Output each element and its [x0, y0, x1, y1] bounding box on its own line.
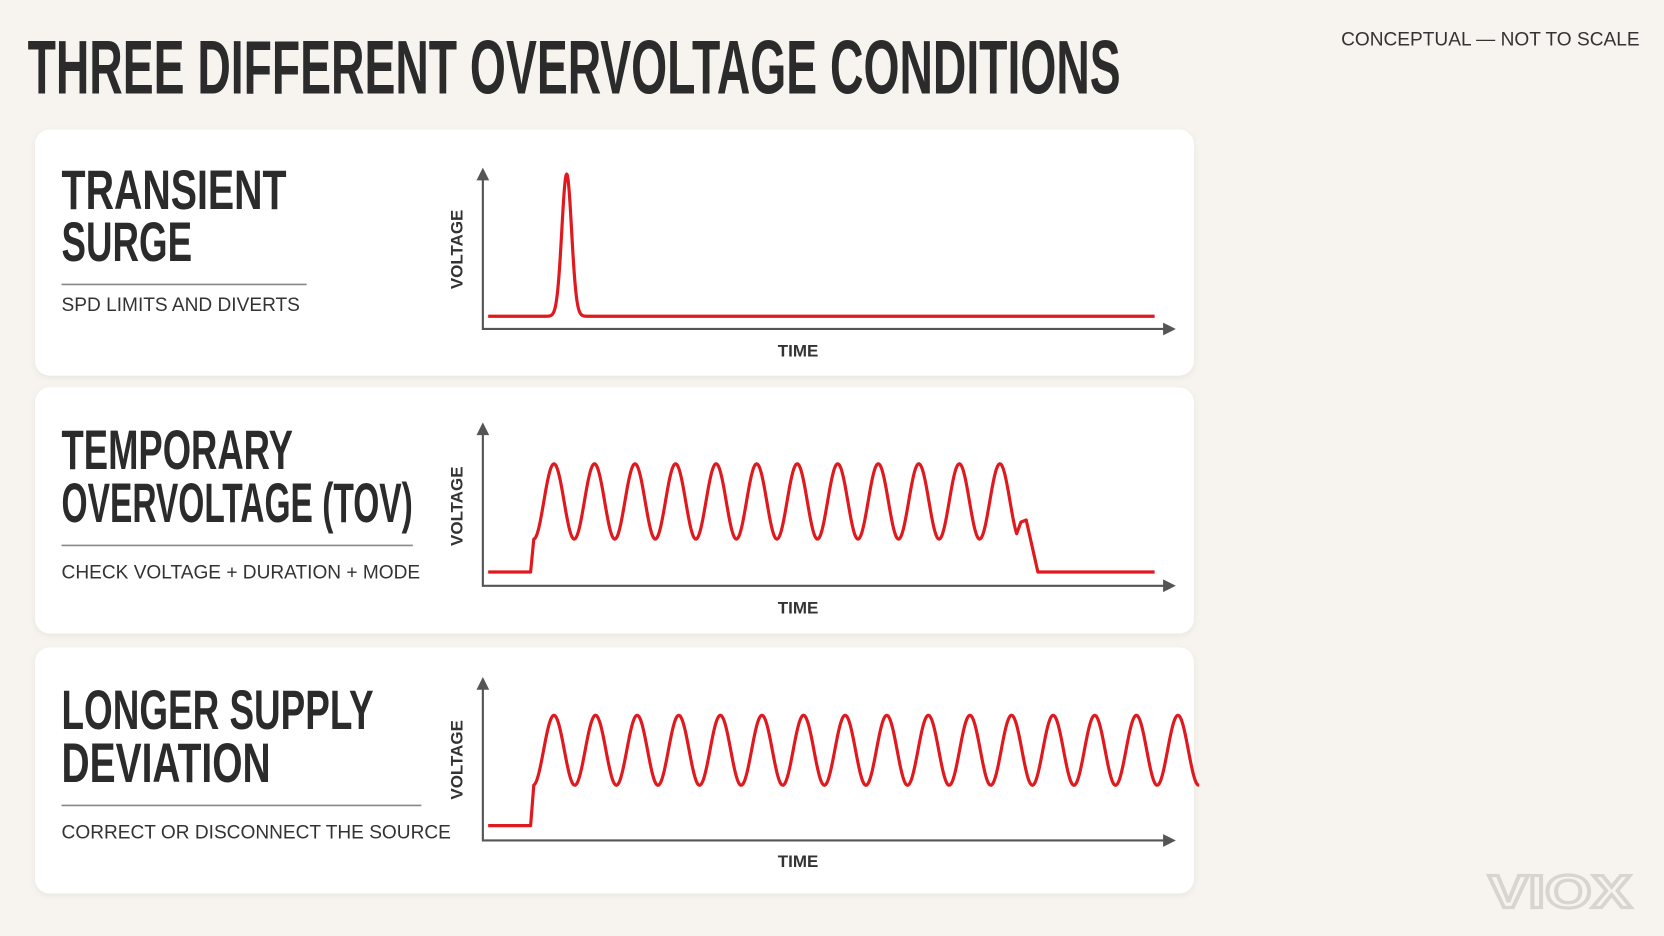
panel-card: [35, 647, 1194, 894]
panel-subtitle: SPD LIMITS AND DIVERTS: [62, 295, 300, 316]
panel-card: [35, 387, 1194, 634]
title: THREE DIFFERENT OVERVOLTAGE CONDITIONS: [28, 25, 1121, 110]
y-axis-label: VOLTAGE: [448, 720, 467, 800]
arrow: [1163, 834, 1176, 847]
arrow: [476, 422, 490, 436]
axes: [481, 176, 1168, 331]
waveform: [488, 462, 1155, 574]
arrow: [476, 167, 490, 181]
x-axis-label: TIME: [778, 598, 819, 617]
arrow: [1163, 579, 1176, 593]
panel-card: [35, 129, 1194, 376]
panel-heading: LONGER SUPPLY: [62, 679, 374, 741]
waveform: [488, 713, 1200, 828]
x-axis-label: TIME: [778, 852, 819, 871]
panel-subtitle: CHECK VOLTAGE + DURATION + MODE: [62, 562, 421, 583]
note: CONCEPTUAL — NOT TO SCALE: [1341, 30, 1639, 51]
panel-subtitle: CORRECT OR DISCONNECT THE SOURCE: [62, 822, 451, 843]
panel-heading: TRANSIENT: [62, 159, 287, 221]
panel-heading: OVERVOLTAGE (TOV): [62, 472, 413, 534]
panel-heading: SURGE: [62, 211, 193, 273]
panel-heading: DEVIATION: [62, 732, 271, 794]
arrow: [476, 677, 490, 690]
panel-heading: TEMPORARY: [62, 419, 293, 481]
arrow: [1163, 322, 1176, 336]
x-axis-label: TIME: [778, 342, 819, 361]
logo: VIOX: [1488, 865, 1631, 917]
waveform: [488, 172, 1155, 318]
axes: [481, 685, 1168, 842]
y-axis-label: VOLTAGE: [448, 210, 467, 290]
y-axis-label: VOLTAGE: [448, 466, 467, 546]
axes: [481, 430, 1168, 587]
